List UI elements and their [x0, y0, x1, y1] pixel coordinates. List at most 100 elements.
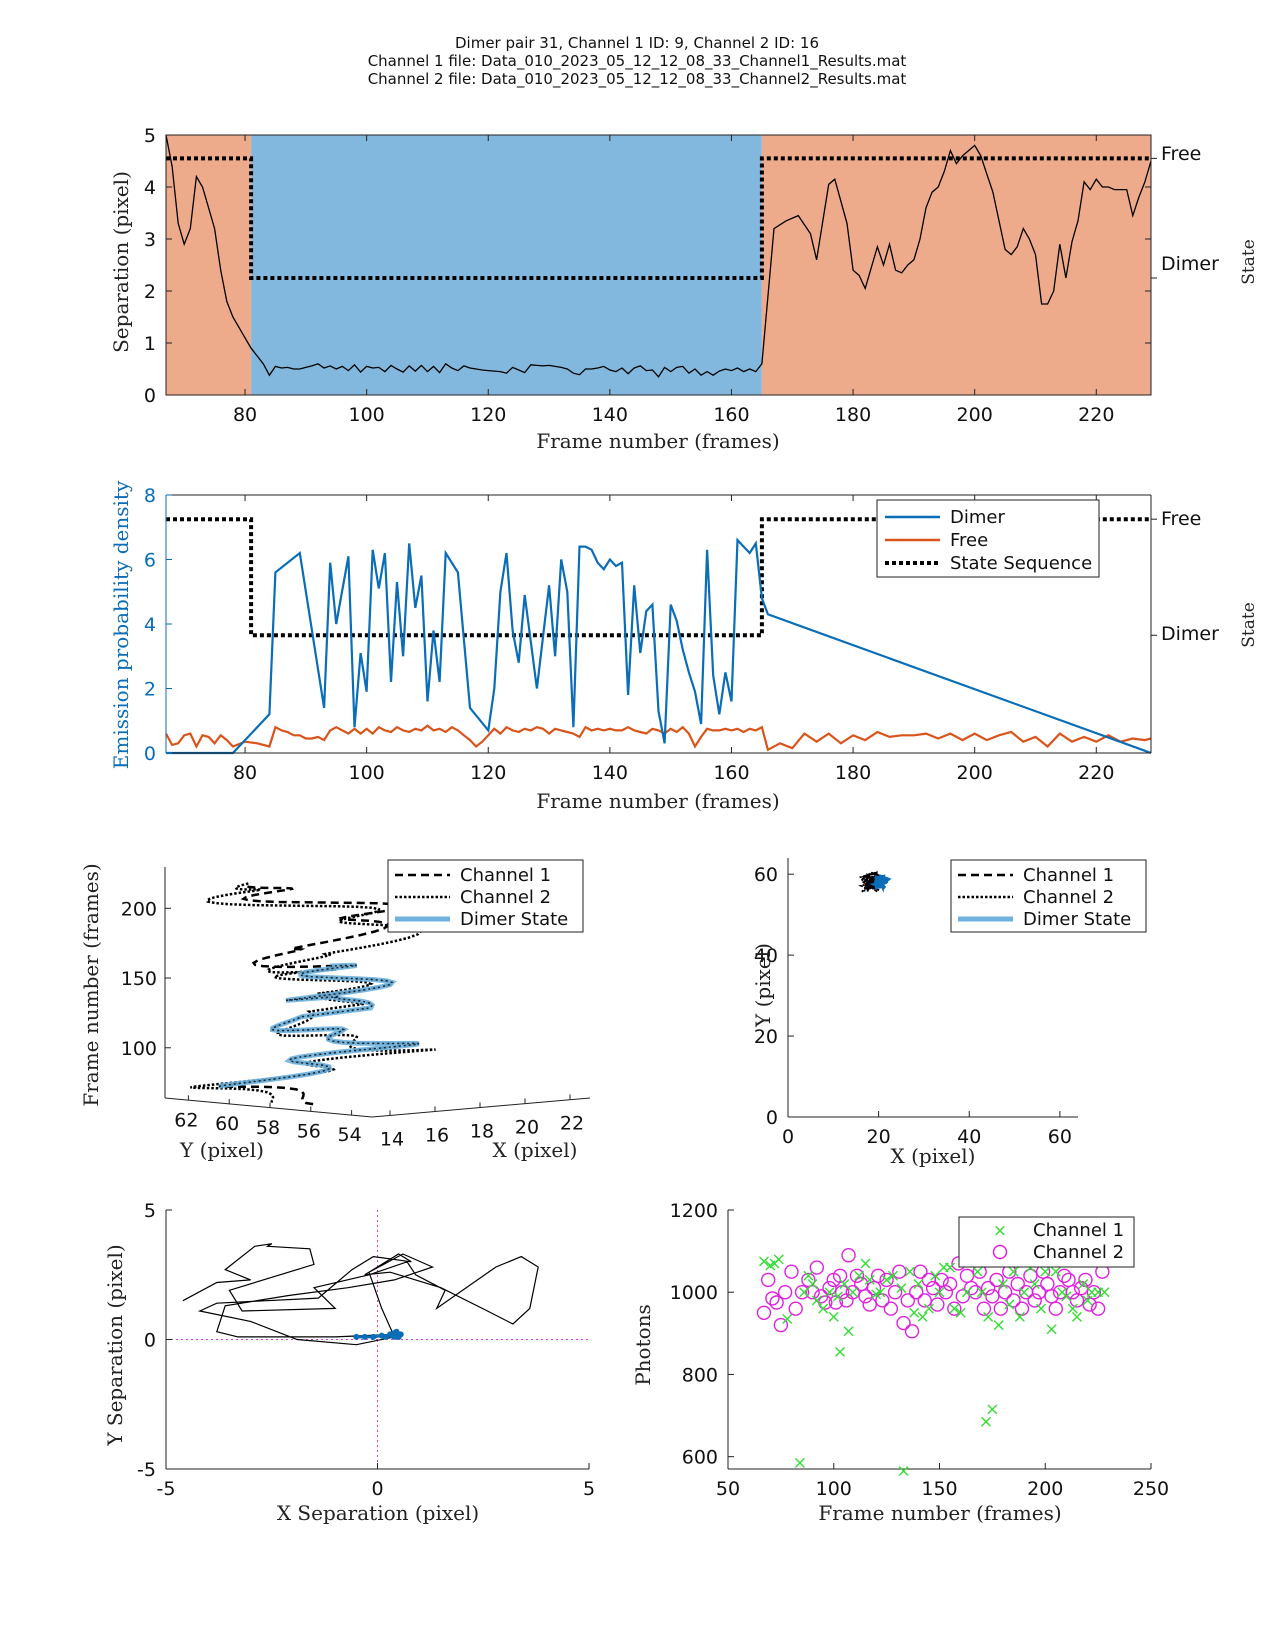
y-tick-label: 58: [256, 1117, 280, 1139]
channel2-point: [862, 1297, 877, 1312]
axes-frame: [165, 134, 1152, 396]
photons-panel: 50 100 150 200 250 600 800 1000 1200 Frame numbe…: [631, 1200, 1169, 1525]
channel2-point: [788, 1301, 803, 1316]
state-label-free: Free: [1161, 143, 1201, 165]
x-axis-label: X Separation (pixel): [277, 1501, 479, 1525]
channel1-point: [773, 1254, 784, 1265]
legend-label-channel1: Channel 1: [1033, 1220, 1124, 1241]
y-tick-label: 4: [144, 614, 156, 636]
x-tick-label: 50: [716, 1478, 740, 1500]
y-tick-label: -5: [137, 1459, 156, 1481]
y-tick-label: 800: [682, 1364, 718, 1386]
separation-line: [165, 134, 1152, 378]
dimer-state-trajectory: [218, 962, 420, 1089]
channel1-point: [860, 1258, 871, 1269]
figure-title: Dimer pair 31, Channel 1 ID: 9, Channel …: [368, 34, 907, 89]
x-tick-label: 140: [592, 762, 628, 784]
channel1-point: [1004, 1299, 1015, 1310]
state-bands: [166, 135, 1151, 395]
x-tick-label: 0: [371, 1478, 383, 1500]
x-tick-label: 220: [1078, 762, 1114, 784]
x-tick-label: 100: [349, 404, 385, 426]
channel1-point: [1067, 1303, 1078, 1314]
channel1-point: [934, 1287, 945, 1298]
x-tick-label: 100: [349, 762, 385, 784]
channel2-point: [1027, 1293, 1042, 1308]
right-axis-label: State: [1239, 239, 1259, 285]
x-tick-label: 180: [835, 762, 871, 784]
channel2-point: [1086, 1285, 1102, 1300]
channel2-point: [794, 1285, 810, 1300]
y-tick-label: 20: [754, 1026, 778, 1048]
x-tick-label: 0: [782, 1126, 794, 1148]
channel1-point: [972, 1266, 983, 1277]
channel1-point: [824, 1287, 835, 1298]
channel1-point: [803, 1270, 814, 1281]
x-axis-line: [371, 1097, 591, 1118]
x-tick-label: 14: [380, 1128, 404, 1150]
legend-label-channel1: Channel 1: [460, 865, 551, 886]
y-tick-label: 2: [144, 679, 156, 701]
dimer-point: [370, 1333, 377, 1340]
x-tick-label: 180: [835, 404, 871, 426]
x-tick-label: 80: [233, 762, 257, 784]
channel1-point: [1014, 1311, 1025, 1322]
channel1-point: [923, 1303, 934, 1314]
channel1-point: [913, 1279, 924, 1289]
channel1-point: [847, 1287, 858, 1298]
channel2-point: [1074, 1280, 1089, 1296]
emission-axes: 80 100 120 140 160 180 200 220 0 2 4 6 8: [144, 485, 1157, 784]
channel1-point: [758, 1256, 769, 1267]
channel2-trajectory: [190, 881, 436, 1104]
channel2-point: [1090, 1301, 1106, 1316]
z-tick-label: 100: [121, 1038, 157, 1060]
channel2-point: [913, 1264, 928, 1279]
channel2-point: [942, 1276, 958, 1292]
y-tick-label: 56: [297, 1120, 321, 1142]
legend-marker-channel1: ×: [993, 1221, 1007, 1241]
figure-title-line-1: Dimer pair 31, Channel 1 ID: 9, Channel …: [455, 34, 819, 52]
legend-label-state: State Sequence: [950, 553, 1092, 574]
channel2-point: [997, 1285, 1013, 1300]
channel1-point: [832, 1291, 843, 1302]
channel2-point: [765, 1291, 780, 1306]
channel1-point: [997, 1279, 1008, 1289]
dimer-point: [387, 1331, 394, 1338]
channel1-point: [843, 1326, 854, 1337]
channel2-point: [993, 1301, 1009, 1316]
channel1-point: [930, 1270, 941, 1281]
channel1-point: [1040, 1266, 1051, 1277]
channel2-point: [938, 1285, 954, 1300]
trajectory-ticks: 14 16 18 20 22 62 60 58 56 54 100 150 200: [121, 898, 584, 1150]
channel2-point: [1031, 1285, 1047, 1300]
x-tick-label: 120: [470, 762, 506, 784]
z-tick-label: 150: [121, 968, 157, 990]
y-axis-label: Separation (pixel): [109, 171, 133, 353]
channel1-point: [875, 1287, 886, 1298]
xy-legend: Channel 1 Channel 2 Dimer State: [950, 859, 1147, 933]
y-tick-label: 0: [144, 1330, 156, 1352]
x-tick-label: 200: [957, 404, 993, 426]
y-tick-label: 60: [215, 1113, 239, 1135]
channel1-point: [987, 1404, 998, 1415]
channel1-point: [1019, 1287, 1030, 1298]
y-axis-label: Y (pixel): [179, 1138, 264, 1162]
y-tick-label: 62: [174, 1109, 198, 1131]
y-tick-label: 0: [144, 385, 156, 407]
right-axis-label: State: [1239, 602, 1259, 648]
dimer-emission-line: [166, 537, 1152, 755]
y-tick-label: 60: [754, 864, 778, 886]
y-tick-label: 4: [144, 177, 156, 199]
channel2-point: [955, 1289, 970, 1304]
trajectory-legend: Channel 1 Channel 2 Dimer State: [387, 859, 584, 933]
x-tick-label: 160: [713, 404, 749, 426]
channel1-point: [1061, 1291, 1072, 1302]
channel2-point: [904, 1324, 920, 1339]
channel2-point: [1082, 1297, 1097, 1312]
x-tick-label: 200: [957, 762, 993, 784]
state-band-free: [761, 135, 1151, 395]
emission-panel: 80 100 120 140 160 180 200 220 0 2 4 6 8 Free Dimer …: [109, 480, 1259, 813]
channel2-point: [925, 1280, 941, 1296]
